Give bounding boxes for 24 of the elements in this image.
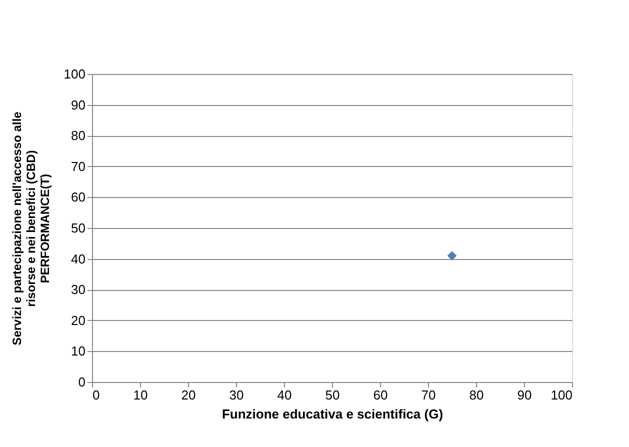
y-tick-label: 0 <box>78 374 86 390</box>
x-tick-label: 80 <box>469 388 484 402</box>
x-tick-label: 60 <box>373 388 388 402</box>
x-tick-label: 40 <box>277 388 292 402</box>
y-tick-label: 40 <box>71 251 86 266</box>
x-tick-label: 20 <box>181 388 196 402</box>
x-tick-label: 50 <box>325 388 340 402</box>
x-tick-label: 100 <box>550 388 572 402</box>
y-tick-label: 100 <box>64 66 86 82</box>
y-tick-label: 90 <box>71 97 86 112</box>
y-tick-label: 50 <box>71 220 86 236</box>
x-tick-label: 10 <box>133 388 148 402</box>
y-tick-label: 60 <box>71 190 86 205</box>
y-tick-label: 10 <box>71 344 86 359</box>
y-tick-label: 30 <box>71 282 86 298</box>
y-axis-title: Servizi e partecipazione nell'accesso alle risorse e nei benefici (CBD) PERFORMANCE(T) <box>10 111 52 346</box>
y-tick-label: 70 <box>71 158 86 174</box>
x-tick-label: 70 <box>421 388 436 402</box>
x-axis-title: Funzione educativa e scientifica (G) <box>222 406 444 422</box>
y-tick-label: 80 <box>71 128 86 144</box>
x-tick-label: 90 <box>517 388 532 402</box>
x-tick-label: 30 <box>229 388 244 402</box>
y-tick-label: 20 <box>71 312 86 328</box>
x-tick-label: 0 <box>92 388 100 402</box>
